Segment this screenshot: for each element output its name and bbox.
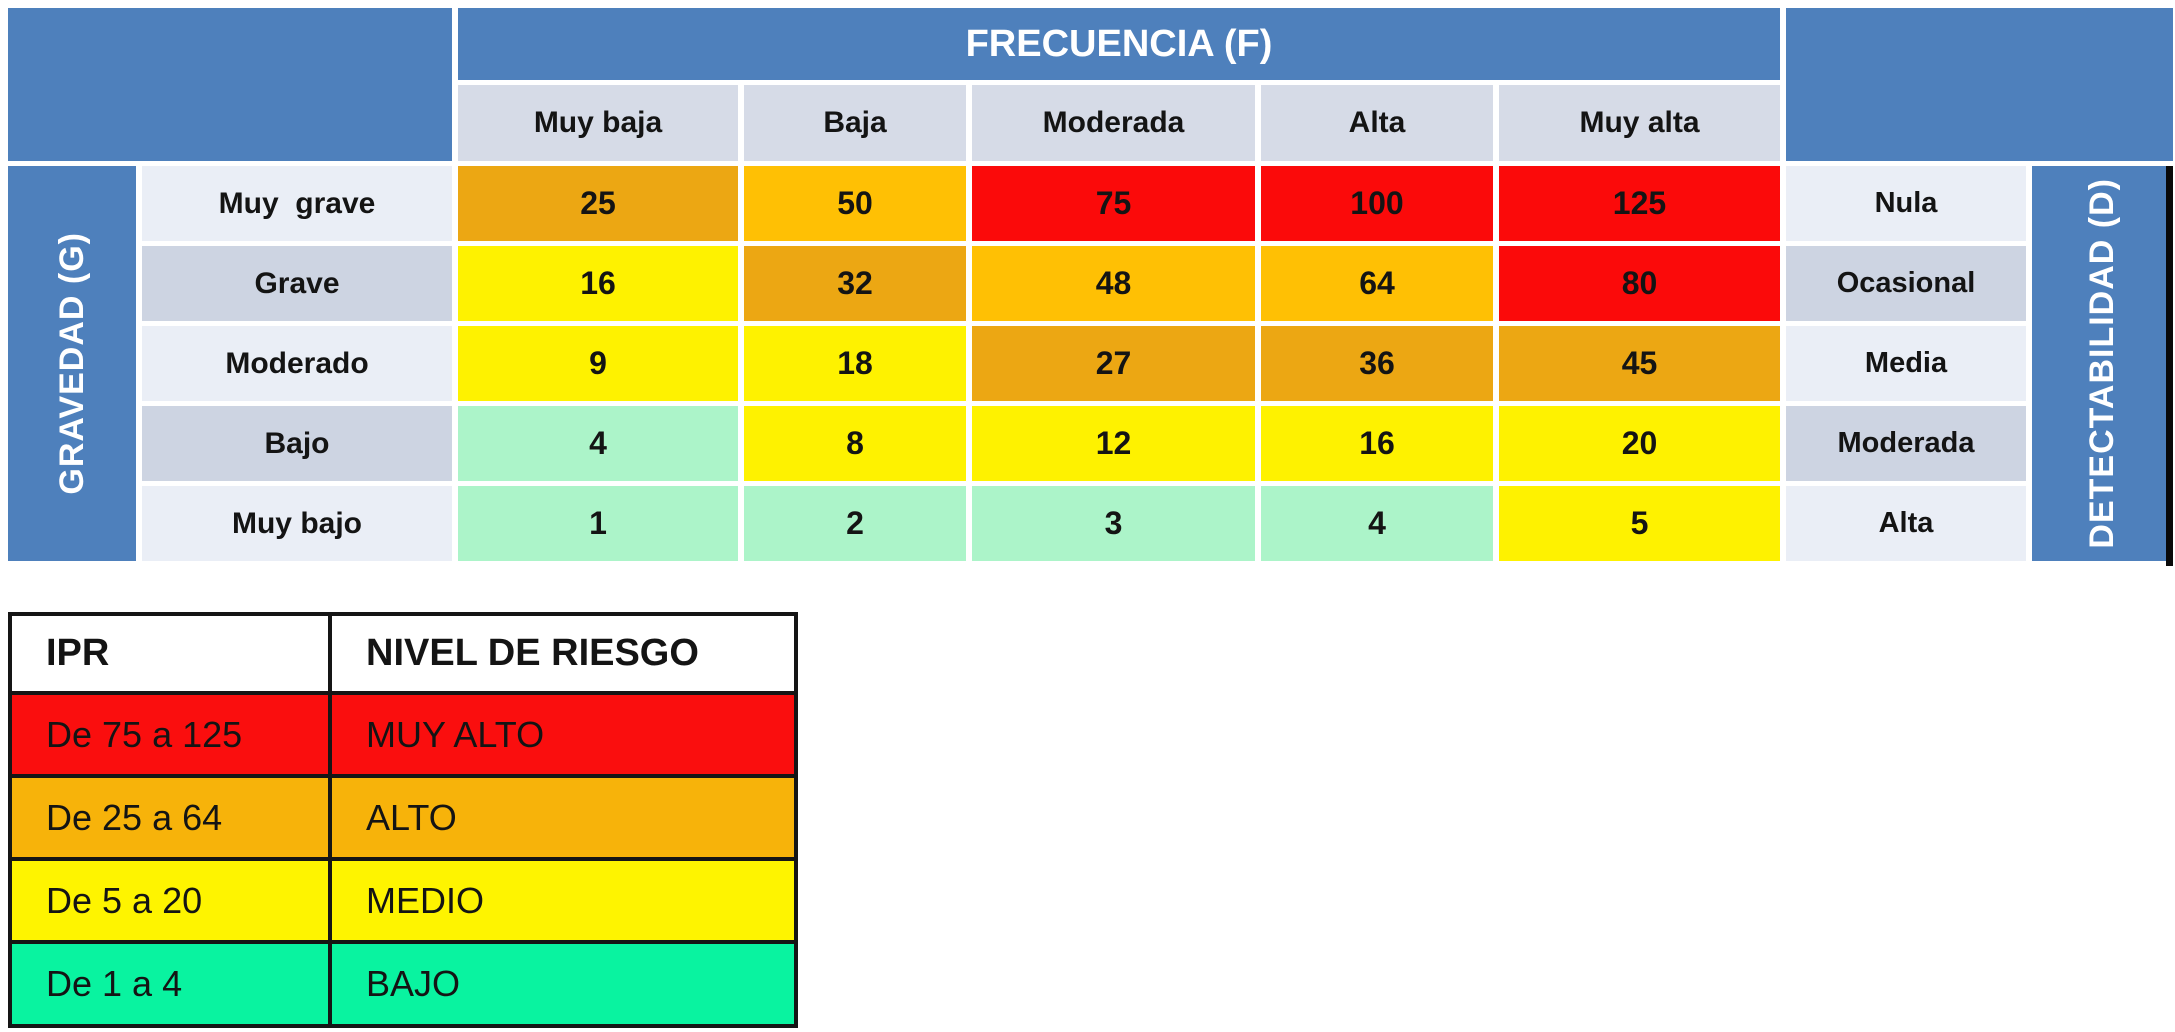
matrix-cell: 4	[458, 406, 738, 481]
legend-risk-level: MUY ALTO	[332, 695, 794, 774]
frequency-header-alta: Alta	[1261, 85, 1493, 161]
matrix-cell: 100	[1261, 166, 1493, 241]
legend-ipr-range: De 1 a 4	[12, 944, 328, 1024]
matrix-cell: 50	[744, 166, 966, 241]
frequency-header-baja: Baja	[744, 85, 966, 161]
matrix-cell: 1	[458, 486, 738, 561]
detectability-row-label-ocasional: Ocasional	[1786, 246, 2026, 321]
matrix-cell: 12	[972, 406, 1255, 481]
matrix-cell: 8	[744, 406, 966, 481]
matrix-cell: 45	[1499, 326, 1780, 401]
risk-level-legend-table: IPR NIVEL DE RIESGO De 75 a 125 MUY ALTO…	[8, 612, 798, 1028]
detectability-axis-bar: DETECTABILIDAD (D)	[2032, 166, 2173, 561]
matrix-cell: 18	[744, 326, 966, 401]
risk-matrix-table: FRECUENCIA (F) Muy baja Baja Moderada Al…	[8, 8, 2173, 561]
detectability-row-label-moderada: Moderada	[1786, 406, 2026, 481]
gravity-row-label-moderado: Moderado	[142, 326, 452, 401]
matrix-cell: 36	[1261, 326, 1493, 401]
gravity-axis-bar: GRAVEDAD (G)	[8, 166, 136, 561]
frequency-axis-title: FRECUENCIA (F)	[458, 8, 1780, 80]
legend-ipr-range: De 5 a 20	[12, 861, 328, 940]
detectability-row-label-alta: Alta	[1786, 486, 2026, 561]
legend-ipr-range: De 25 a 64	[12, 778, 328, 857]
corner-block-top-right	[1786, 8, 2173, 161]
matrix-cell: 64	[1261, 246, 1493, 321]
legend-header-ipr: IPR	[12, 616, 328, 691]
matrix-cell: 48	[972, 246, 1255, 321]
legend-ipr-range: De 75 a 125	[12, 695, 328, 774]
frequency-header-moderada: Moderada	[972, 85, 1255, 161]
legend-header-nivel: NIVEL DE RIESGO	[332, 616, 794, 691]
gravity-row-label-bajo: Bajo	[142, 406, 452, 481]
frequency-header-muy-baja: Muy baja	[458, 85, 738, 161]
corner-block-top-left	[8, 8, 452, 161]
table-right-border	[2166, 166, 2173, 566]
matrix-cell: 20	[1499, 406, 1780, 481]
gravity-row-label-muy-bajo: Muy bajo	[142, 486, 452, 561]
matrix-cell: 125	[1499, 166, 1780, 241]
gravity-row-label-muy-grave: Muy grave	[142, 166, 452, 241]
matrix-cell: 2	[744, 486, 966, 561]
matrix-cell: 27	[972, 326, 1255, 401]
matrix-cell: 4	[1261, 486, 1493, 561]
detectability-axis-title: DETECTABILIDAD (D)	[2083, 178, 2121, 549]
matrix-cell: 32	[744, 246, 966, 321]
legend-risk-level: MEDIO	[332, 861, 794, 940]
matrix-cell: 9	[458, 326, 738, 401]
frequency-header-muy-alta: Muy alta	[1499, 85, 1780, 161]
legend-risk-level: ALTO	[332, 778, 794, 857]
detectability-row-label-media: Media	[1786, 326, 2026, 401]
gravity-row-label-grave: Grave	[142, 246, 452, 321]
gravity-axis-title: GRAVEDAD (G)	[52, 232, 91, 495]
matrix-cell: 80	[1499, 246, 1780, 321]
matrix-cell: 16	[458, 246, 738, 321]
matrix-cell: 16	[1261, 406, 1493, 481]
legend-risk-level: BAJO	[332, 944, 794, 1024]
matrix-cell: 5	[1499, 486, 1780, 561]
matrix-cell: 75	[972, 166, 1255, 241]
matrix-cell: 3	[972, 486, 1255, 561]
matrix-cell: 25	[458, 166, 738, 241]
detectability-row-label-nula: Nula	[1786, 166, 2026, 241]
